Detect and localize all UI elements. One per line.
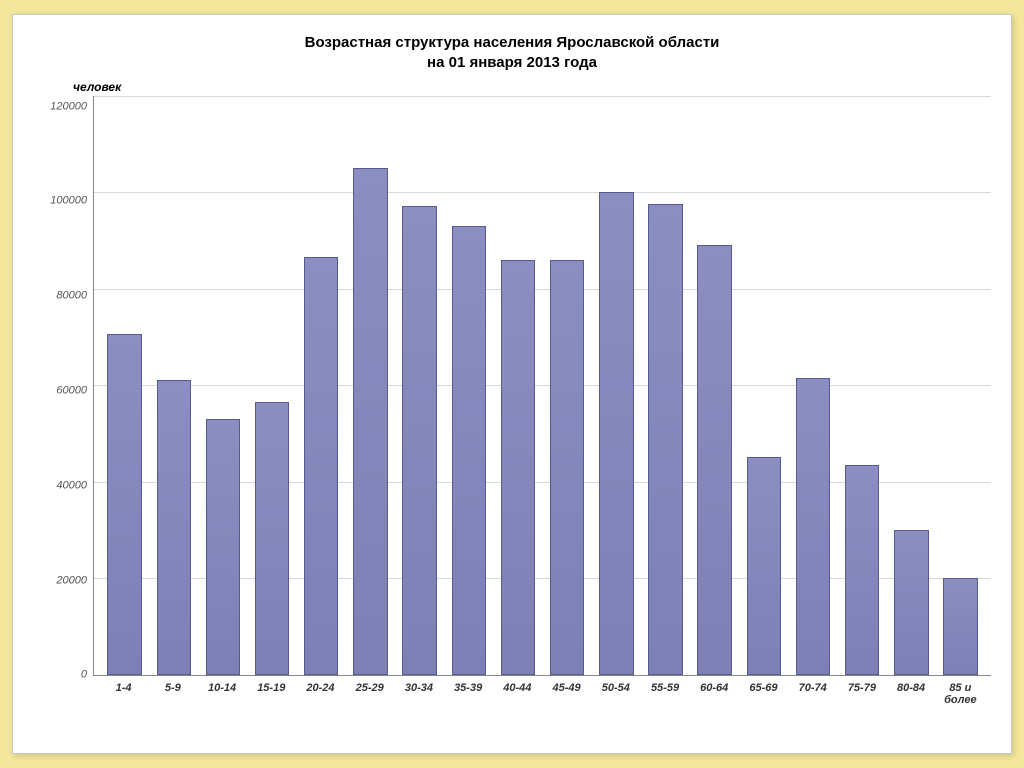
bar bbox=[501, 260, 535, 675]
x-tick-label: 40-44 bbox=[493, 682, 542, 707]
bar-slot bbox=[739, 96, 788, 675]
bar-slot bbox=[149, 96, 198, 675]
x-tick-label: 30-34 bbox=[394, 682, 443, 707]
x-tick-label: 65-69 bbox=[739, 682, 788, 707]
chart-title-line2: на 01 января 2013 года bbox=[427, 54, 597, 71]
bar-slot bbox=[838, 96, 887, 675]
x-tick-label: 10-14 bbox=[197, 682, 246, 707]
bar bbox=[747, 457, 781, 674]
bar bbox=[206, 419, 240, 675]
bar-slot bbox=[248, 96, 297, 675]
bar-slot bbox=[493, 96, 542, 675]
y-tick-label: 80000 bbox=[56, 291, 87, 302]
chart-title: Возрастная структура населения Ярославск… bbox=[33, 33, 991, 74]
bar-slot bbox=[297, 96, 346, 675]
bar-slot bbox=[887, 96, 936, 675]
y-tick-label: 60000 bbox=[56, 385, 87, 396]
bar-slot bbox=[543, 96, 592, 675]
x-axis-ticks: 1-45-910-1415-1920-2425-2930-3435-3940-4… bbox=[93, 676, 991, 707]
bar bbox=[402, 206, 436, 674]
x-tick-label: 60-64 bbox=[690, 682, 739, 707]
bars-container bbox=[94, 96, 991, 675]
bar bbox=[452, 226, 486, 675]
bar-slot bbox=[198, 96, 247, 675]
bar bbox=[894, 530, 928, 675]
bar-slot bbox=[641, 96, 690, 675]
y-tick-label: 20000 bbox=[56, 575, 87, 586]
chart-title-line1: Возрастная структура населения Ярославск… bbox=[305, 34, 720, 51]
x-tick-label: 55-59 bbox=[640, 682, 689, 707]
y-tick-label: 0 bbox=[81, 670, 87, 681]
bar bbox=[107, 334, 141, 674]
bar bbox=[796, 378, 830, 675]
bar bbox=[845, 465, 879, 675]
bar-slot bbox=[788, 96, 837, 675]
y-tick-label: 100000 bbox=[50, 196, 87, 207]
x-tick-label: 45-49 bbox=[542, 682, 591, 707]
plot bbox=[93, 96, 991, 676]
bar bbox=[353, 168, 387, 675]
x-tick-label: 25-29 bbox=[345, 682, 394, 707]
bar-slot bbox=[444, 96, 493, 675]
x-tick-label: 20-24 bbox=[296, 682, 345, 707]
x-tick-label: 70-74 bbox=[788, 682, 837, 707]
x-tick-label: 1-4 bbox=[99, 682, 148, 707]
y-tick-label: 40000 bbox=[56, 480, 87, 491]
bar-slot bbox=[395, 96, 444, 675]
chart-card: Возрастная структура населения Ярославск… bbox=[12, 14, 1012, 754]
bar-slot bbox=[346, 96, 395, 675]
x-tick-label: 80-84 bbox=[887, 682, 936, 707]
plot-area: 120000100000800006000040000200000 bbox=[33, 96, 991, 676]
bar-slot bbox=[592, 96, 641, 675]
bar bbox=[157, 380, 191, 674]
bar bbox=[304, 257, 338, 674]
x-tick-label: 35-39 bbox=[444, 682, 493, 707]
bar-slot bbox=[936, 96, 985, 675]
y-axis-label: человек bbox=[73, 80, 991, 94]
x-tick-label: 5-9 bbox=[148, 682, 197, 707]
bar bbox=[648, 204, 682, 674]
bar bbox=[697, 245, 731, 674]
y-tick-label: 120000 bbox=[50, 101, 87, 112]
bar bbox=[255, 402, 289, 675]
bar-slot bbox=[690, 96, 739, 675]
bar bbox=[550, 260, 584, 675]
bar bbox=[943, 578, 977, 675]
bar bbox=[599, 192, 633, 675]
x-tick-label: 50-54 bbox=[591, 682, 640, 707]
y-axis-ticks: 120000100000800006000040000200000 bbox=[33, 96, 93, 676]
bar-slot bbox=[100, 96, 149, 675]
x-tick-label: 15-19 bbox=[247, 682, 296, 707]
x-tick-label: 75-79 bbox=[837, 682, 886, 707]
x-tick-label: 85 и более bbox=[936, 682, 985, 707]
